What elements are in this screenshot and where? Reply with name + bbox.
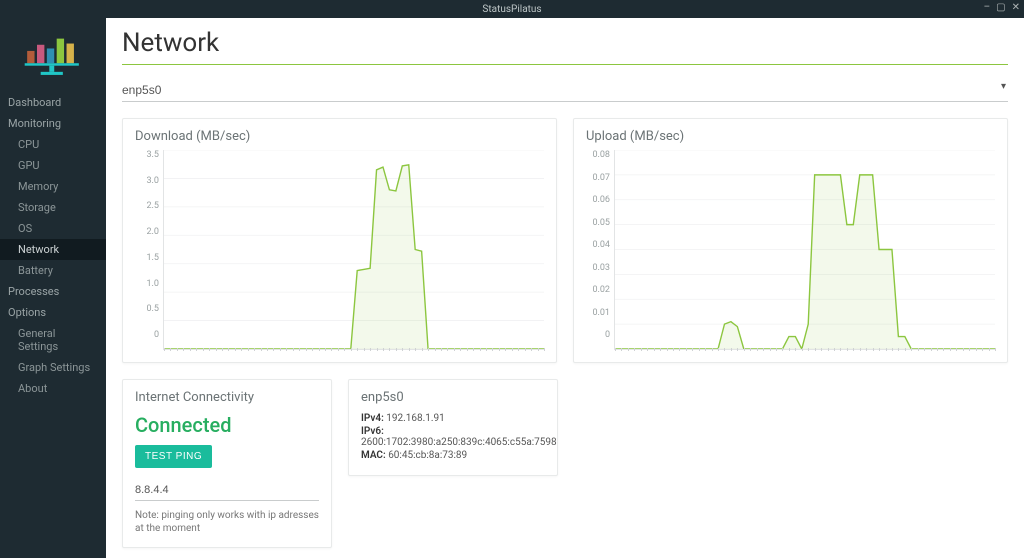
ipv4-row: IPv4: 192.168.1.91 [361,413,545,424]
window-title: StatusPilatus [482,4,541,15]
upload-plot [614,150,995,350]
test-ping-button[interactable]: TEST PING [135,445,212,468]
ping-note: Note: pinging only works with ip adresse… [135,509,319,535]
connectivity-status: Connected [135,413,319,437]
sidebar: Dashboard Monitoring CPUGPUMemoryStorage… [0,18,106,558]
interface-select[interactable]: enp5s0 [122,81,1008,102]
download-y-labels: 3.53.02.52.01.51.00.50 [135,150,163,350]
close-icon[interactable]: ✕ [1012,2,1020,13]
download-chart-title: Download (MB/sec) [135,129,544,144]
sidebar-item-battery[interactable]: Battery [0,260,106,281]
title-underline [122,64,1008,65]
minimize-icon[interactable]: – [984,2,991,13]
upload-y-labels: 0.080.070.060.050.040.030.020.010 [586,150,614,350]
sidebar-item-dashboard[interactable]: Dashboard [0,92,106,113]
sidebar-item-storage[interactable]: Storage [0,197,106,218]
sidebar-section-monitoring[interactable]: Monitoring [0,113,106,134]
interface-select-wrap: enp5s0 [122,81,1008,102]
titlebar: StatusPilatus – ▢ ✕ [0,0,1024,18]
connectivity-card: Internet Connectivity Connected TEST PIN… [122,379,332,548]
sidebar-item-memory[interactable]: Memory [0,176,106,197]
sidebar-item-graph-settings[interactable]: Graph Settings [0,357,106,378]
sidebar-item-processes[interactable]: Processes [0,281,106,302]
sidebar-item-network[interactable]: Network [0,239,106,260]
download-chart-card: Download (MB/sec) 3.53.02.52.01.51.00.50 [122,118,557,363]
sidebar-item-general-settings[interactable]: General Settings [0,323,106,357]
sidebar-section-options[interactable]: Options [0,302,106,323]
main-content[interactable]: Network enp5s0 Download (MB/sec) 3.53.02… [106,18,1024,558]
app-body: Dashboard Monitoring CPUGPUMemoryStorage… [0,18,1024,558]
app-logo [0,22,106,92]
interface-info-title: enp5s0 [361,390,545,405]
upload-chart-title: Upload (MB/sec) [586,129,995,144]
maximize-icon[interactable]: ▢ [996,2,1005,13]
interface-info-card: enp5s0 IPv4: 192.168.1.91 IPv6: 2600:170… [348,379,558,476]
sidebar-item-gpu[interactable]: GPU [0,155,106,176]
sidebar-item-cpu[interactable]: CPU [0,134,106,155]
sidebar-item-os[interactable]: OS [0,218,106,239]
ping-target-input[interactable] [135,480,319,501]
sidebar-item-about[interactable]: About [0,378,106,399]
mac-row: MAC: 60:45:cb:8a:73:89 [361,450,545,461]
download-plot [163,150,544,350]
connectivity-title: Internet Connectivity [135,390,319,405]
app-window: StatusPilatus – ▢ ✕ Dashboard [0,0,1024,558]
page-title: Network [122,28,1008,58]
ipv6-row: IPv6: 2600:1702:3980:a250:839c:4065:c55a… [361,426,545,448]
upload-chart-card: Upload (MB/sec) 0.080.070.060.050.040.03… [573,118,1008,363]
